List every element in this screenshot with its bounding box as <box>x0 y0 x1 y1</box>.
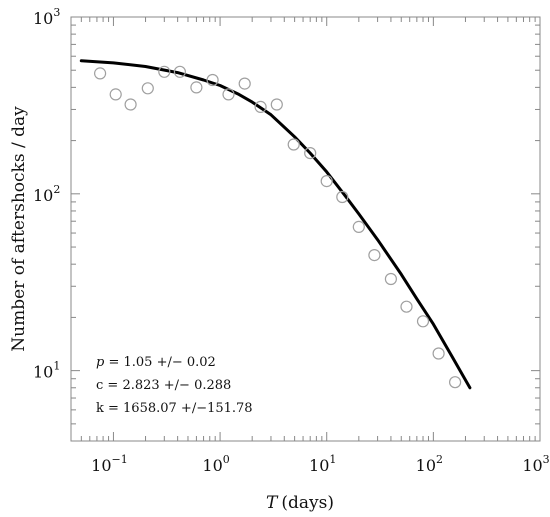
y-tick-exponent: 3 <box>53 6 60 19</box>
y-tick-base: 10 <box>33 363 53 382</box>
x-axis-unit: (days) <box>281 493 334 513</box>
x-tick-base: 10 <box>202 456 222 475</box>
x-axis-ticks <box>70 17 541 441</box>
data-point <box>124 98 137 111</box>
x-tick-exponent: 0 <box>223 453 230 466</box>
data-point <box>141 82 154 95</box>
x-tick-exponent: 3 <box>543 453 550 466</box>
data-point <box>238 77 251 90</box>
data-markers <box>93 65 462 389</box>
data-point <box>449 376 462 389</box>
y-tick-exponent: 1 <box>53 360 60 373</box>
x-axis-title: T (days) <box>266 493 334 513</box>
data-point <box>254 100 267 114</box>
annotation-p: p = 1.05 +/− 0.02 <box>96 355 216 370</box>
data-point <box>416 315 430 328</box>
x-tick-base: 10 <box>309 456 329 475</box>
annotation-c: c = 2.823 +/− 0.288 <box>96 378 231 393</box>
data-point <box>320 175 333 188</box>
data-point <box>384 272 397 286</box>
data-point <box>270 98 283 111</box>
x-tick-base: 10 <box>416 456 436 475</box>
x-tick-label: 101 <box>309 453 336 475</box>
data-point <box>400 300 413 313</box>
y-axis-ticks <box>71 16 540 442</box>
y-tick-base: 10 <box>33 9 53 28</box>
x-axis-var: T <box>266 493 279 513</box>
data-point <box>158 65 171 78</box>
fit-line <box>79 59 472 390</box>
y-tick-label: 103 <box>33 6 60 28</box>
x-tick-base: 10 <box>91 456 111 475</box>
data-point <box>109 88 122 101</box>
x-tick-label: 10−1 <box>91 453 128 475</box>
data-point <box>336 190 349 204</box>
y-tick-base: 10 <box>33 186 53 205</box>
annotation-p-value: = 1.05 +/− 0.02 <box>104 355 215 370</box>
y-tick-label: 102 <box>33 183 60 205</box>
data-point <box>173 65 186 78</box>
data-point <box>93 67 107 80</box>
x-tick-label: 102 <box>416 453 443 475</box>
x-axis-tick-labels: 10−1 100 101 102 103 <box>91 453 550 475</box>
plot-frame <box>70 16 541 442</box>
data-point <box>368 249 381 262</box>
x-tick-base: 10 <box>522 456 542 475</box>
data-point <box>222 88 235 101</box>
data-point <box>432 347 445 360</box>
y-tick-exponent: 2 <box>53 183 60 196</box>
x-tick-label: 100 <box>202 453 229 475</box>
annotation-k: k = 1658.07 +/−151.78 <box>96 401 253 416</box>
x-tick-exponent: 2 <box>436 453 443 466</box>
data-point <box>190 81 203 94</box>
data-point <box>206 73 219 87</box>
data-point <box>352 220 365 233</box>
x-tick-exponent: −1 <box>112 453 128 466</box>
y-tick-label: 101 <box>33 360 60 382</box>
annotation-p-symbol: p <box>96 355 105 370</box>
x-tick-exponent: 1 <box>329 453 336 466</box>
y-axis-title: Number of aftershocks / day <box>9 106 29 352</box>
data-point <box>304 147 317 160</box>
x-tick-label: 103 <box>522 453 549 475</box>
data-point <box>287 138 300 151</box>
fit-line-group <box>79 59 472 390</box>
